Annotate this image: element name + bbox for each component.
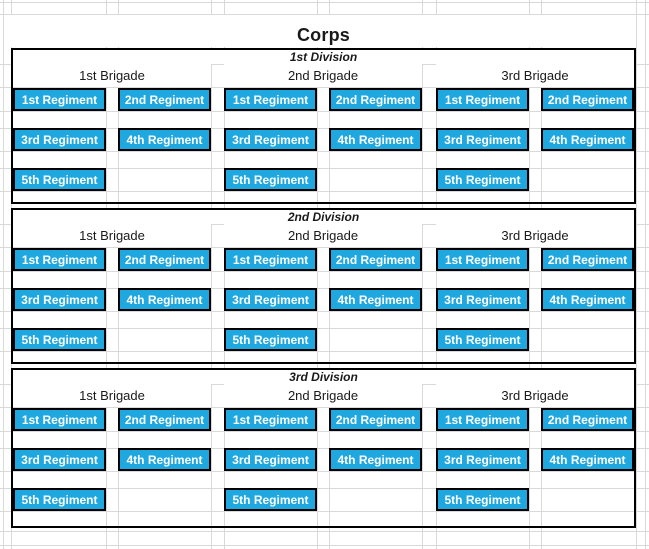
brigade-group: 3rd Brigade 1st Regiment 2nd Regiment 3r… bbox=[436, 64, 634, 191]
regiment-grid: 1st Regiment 2nd Regiment 3rd Regiment 4… bbox=[13, 408, 211, 511]
regiment-cell[interactable]: 5th Regiment bbox=[436, 488, 529, 511]
brigade-label: 1st Brigade bbox=[13, 384, 211, 407]
regiment-cell[interactable]: 1st Regiment bbox=[436, 248, 529, 271]
regiment-cell[interactable]: 3rd Regiment bbox=[224, 128, 317, 151]
division-label: 1st Division bbox=[13, 50, 634, 64]
division-box-2: 2nd Division 1st Brigade 1st Regiment 2n… bbox=[11, 208, 636, 364]
regiment-cell[interactable]: 3rd Regiment bbox=[224, 288, 317, 311]
regiment-cell[interactable]: 1st Regiment bbox=[224, 248, 317, 271]
regiment-cell[interactable]: 4th Regiment bbox=[118, 288, 211, 311]
regiment-cell[interactable]: 4th Regiment bbox=[541, 448, 634, 471]
regiment-grid: 1st Regiment 2nd Regiment 3rd Regiment 4… bbox=[13, 88, 211, 191]
regiment-cell[interactable]: 2nd Regiment bbox=[329, 408, 422, 431]
brigade-label: 1st Brigade bbox=[13, 64, 211, 87]
regiment-cell[interactable]: 1st Regiment bbox=[13, 248, 106, 271]
regiment-cell[interactable]: 4th Regiment bbox=[329, 288, 422, 311]
division-box-3: 3rd Division 1st Brigade 1st Regiment 2n… bbox=[11, 368, 636, 528]
regiment-grid: 1st Regiment 2nd Regiment 3rd Regiment 4… bbox=[224, 88, 422, 191]
regiment-grid: 1st Regiment 2nd Regiment 3rd Regiment 4… bbox=[436, 248, 634, 351]
division-box-1: 1st Division 1st Brigade 1st Regiment 2n… bbox=[11, 48, 636, 204]
regiment-cell[interactable]: 3rd Regiment bbox=[436, 288, 529, 311]
regiment-grid: 1st Regiment 2nd Regiment 3rd Regiment 4… bbox=[224, 248, 422, 351]
division-label: 2nd Division bbox=[13, 210, 634, 224]
regiment-cell[interactable]: 3rd Regiment bbox=[224, 448, 317, 471]
regiment-cell[interactable]: 1st Regiment bbox=[224, 408, 317, 431]
regiment-cell[interactable]: 4th Regiment bbox=[541, 288, 634, 311]
regiment-cell[interactable]: 1st Regiment bbox=[436, 408, 529, 431]
regiment-cell[interactable]: 2nd Regiment bbox=[541, 248, 634, 271]
brigade-group: 1st Brigade 1st Regiment 2nd Regiment 3r… bbox=[13, 384, 211, 511]
regiment-cell[interactable]: 4th Regiment bbox=[541, 128, 634, 151]
regiment-cell[interactable]: 2nd Regiment bbox=[329, 248, 422, 271]
regiment-grid: 1st Regiment 2nd Regiment 3rd Regiment 4… bbox=[436, 88, 634, 191]
regiment-cell[interactable]: 4th Regiment bbox=[118, 128, 211, 151]
regiment-cell[interactable]: 2nd Regiment bbox=[118, 88, 211, 111]
brigade-label: 1st Brigade bbox=[13, 224, 211, 247]
regiment-cell[interactable]: 2nd Regiment bbox=[118, 408, 211, 431]
regiment-cell[interactable]: 5th Regiment bbox=[224, 168, 317, 191]
regiment-cell[interactable]: 4th Regiment bbox=[329, 128, 422, 151]
brigade-group: 1st Brigade 1st Regiment 2nd Regiment 3r… bbox=[13, 224, 211, 351]
regiment-cell[interactable]: 1st Regiment bbox=[436, 88, 529, 111]
regiment-cell[interactable]: 3rd Regiment bbox=[436, 128, 529, 151]
regiment-cell[interactable]: 2nd Regiment bbox=[541, 88, 634, 111]
division-label: 3rd Division bbox=[13, 370, 634, 384]
regiment-cell[interactable]: 3rd Regiment bbox=[436, 448, 529, 471]
regiment-grid: 1st Regiment 2nd Regiment 3rd Regiment 4… bbox=[436, 408, 634, 511]
regiment-cell[interactable]: 4th Regiment bbox=[329, 448, 422, 471]
regiment-cell[interactable]: 1st Regiment bbox=[224, 88, 317, 111]
corps-title-row: Corps bbox=[11, 15, 636, 47]
brigade-label: 2nd Brigade bbox=[224, 64, 422, 87]
regiment-cell[interactable]: 3rd Regiment bbox=[13, 288, 106, 311]
brigade-label: 3rd Brigade bbox=[436, 384, 634, 407]
regiment-cell[interactable]: 5th Regiment bbox=[224, 488, 317, 511]
regiment-grid: 1st Regiment 2nd Regiment 3rd Regiment 4… bbox=[224, 408, 422, 511]
brigade-group: 3rd Brigade 1st Regiment 2nd Regiment 3r… bbox=[436, 384, 634, 511]
brigade-group: 2nd Brigade 1st Regiment 2nd Regiment 3r… bbox=[224, 64, 422, 191]
brigade-label: 3rd Brigade bbox=[436, 64, 634, 87]
regiment-cell[interactable]: 5th Regiment bbox=[436, 328, 529, 351]
regiment-cell[interactable]: 3rd Regiment bbox=[13, 448, 106, 471]
regiment-cell[interactable]: 4th Regiment bbox=[118, 448, 211, 471]
regiment-cell[interactable]: 1st Regiment bbox=[13, 88, 106, 111]
regiment-cell[interactable]: 2nd Regiment bbox=[541, 408, 634, 431]
brigade-label: 2nd Brigade bbox=[224, 384, 422, 407]
regiment-cell[interactable]: 5th Regiment bbox=[13, 168, 106, 191]
regiment-cell[interactable]: 2nd Regiment bbox=[118, 248, 211, 271]
brigade-group: 3rd Brigade 1st Regiment 2nd Regiment 3r… bbox=[436, 224, 634, 351]
corps-title: Corps bbox=[296, 25, 350, 45]
brigade-label: 3rd Brigade bbox=[436, 224, 634, 247]
regiment-grid: 1st Regiment 2nd Regiment 3rd Regiment 4… bbox=[13, 248, 211, 351]
regiment-cell[interactable]: 1st Regiment bbox=[13, 408, 106, 431]
brigade-group: 2nd Brigade 1st Regiment 2nd Regiment 3r… bbox=[224, 224, 422, 351]
regiment-cell[interactable]: 5th Regiment bbox=[13, 488, 106, 511]
brigade-group: 2nd Brigade 1st Regiment 2nd Regiment 3r… bbox=[224, 384, 422, 511]
regiment-cell[interactable]: 5th Regiment bbox=[224, 328, 317, 351]
regiment-cell[interactable]: 5th Regiment bbox=[436, 168, 529, 191]
regiment-cell[interactable]: 3rd Regiment bbox=[13, 128, 106, 151]
regiment-cell[interactable]: 5th Regiment bbox=[13, 328, 106, 351]
brigade-label: 2nd Brigade bbox=[224, 224, 422, 247]
regiment-cell[interactable]: 2nd Regiment bbox=[329, 88, 422, 111]
brigade-group: 1st Brigade 1st Regiment 2nd Regiment 3r… bbox=[13, 64, 211, 191]
